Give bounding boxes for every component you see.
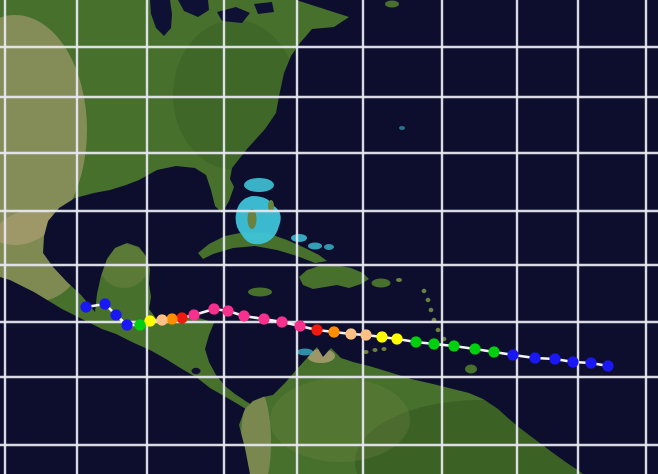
track-point-blue (80, 301, 92, 313)
track-point-peach (360, 329, 372, 341)
track-point-peach (156, 314, 168, 326)
track-point-red (176, 312, 188, 324)
jamaica (248, 287, 272, 297)
windward-island-1 (428, 307, 434, 313)
andros-island (247, 209, 257, 229)
lake-ontario (254, 2, 274, 14)
track-point-green (469, 343, 481, 355)
puerto-rico (371, 278, 391, 288)
track-point-green (428, 338, 440, 350)
track-point-pink (208, 303, 220, 315)
little-bahama-bank (244, 178, 274, 192)
track-point-pink (294, 320, 306, 332)
track-point-pink (276, 316, 288, 328)
track-point-blue (549, 353, 561, 365)
track-point-green (448, 340, 460, 352)
virgin-islands (396, 278, 402, 282)
cuba (198, 232, 327, 263)
track-point-pink (222, 305, 234, 317)
track-point-red (311, 324, 323, 336)
guajira-shoal (297, 348, 313, 356)
nova-scotia (385, 0, 399, 8)
track-point-blue (121, 319, 133, 331)
guajira-tan-region (307, 349, 335, 363)
curacao-island (372, 348, 378, 352)
track-point-blue (110, 309, 122, 321)
track-point-blue (507, 349, 519, 361)
track-point-blue (567, 356, 579, 368)
eleuthera-island (268, 200, 274, 212)
track-point-blue (585, 357, 597, 369)
southeast-bahama-bank-2 (308, 242, 322, 250)
track-point-pink (258, 313, 270, 325)
track-point-pink (188, 309, 200, 321)
lake-huron (178, 0, 209, 17)
track-point-green (488, 346, 500, 358)
track-point-yellow (376, 331, 388, 343)
track-point-blue (602, 360, 614, 372)
track-point-green (134, 319, 146, 331)
leeward-island-1 (421, 288, 427, 294)
track-point-yellow (391, 333, 403, 345)
track-point-peach (345, 328, 357, 340)
track-point-blue (529, 352, 541, 364)
llanos-olive-region (270, 378, 410, 462)
bonaire-island (381, 347, 387, 351)
atlantic-shoal-speck (399, 126, 405, 130)
aruba-island (363, 350, 369, 354)
lake-nicaragua (191, 367, 201, 375)
trinidad-island (465, 364, 477, 374)
southeast-bahama-bank-3 (324, 244, 334, 250)
track-point-pink (238, 310, 250, 322)
windward-island-3 (435, 327, 441, 333)
hispaniola (299, 265, 369, 289)
track-point-yellow (144, 315, 156, 327)
great-plains-tan-region (0, 15, 87, 245)
track-point-orange (328, 326, 340, 338)
track-point-blue (99, 298, 111, 310)
southeast-bahama-bank-1 (291, 234, 307, 242)
leeward-island-2 (425, 297, 431, 303)
track-point-orange (166, 313, 178, 325)
lake-erie (217, 7, 250, 23)
lake-michigan (150, 0, 172, 36)
track-point-green (410, 336, 422, 348)
